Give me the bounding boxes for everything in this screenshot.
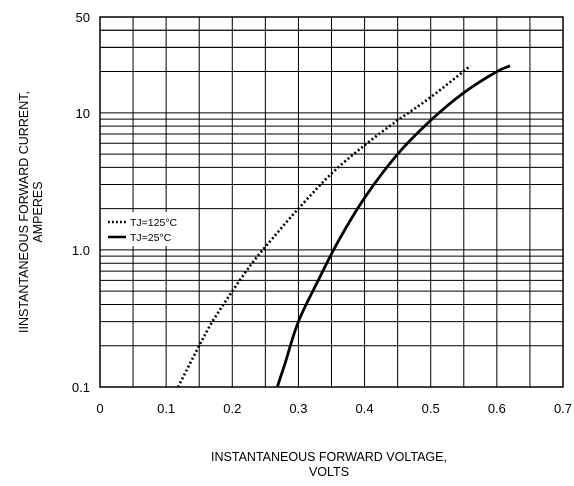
y-axis-title-line-1: IINSTANTANEOUS FORWARD CURRENT, [17,91,31,333]
x-axis-title-line-1: INSTANTANEOUS FORWARD VOLTAGE, [211,450,447,464]
series-line-tj25 [275,64,511,388]
y-axis-title: IINSTANTANEOUS FORWARD CURRENT, AMPERES [17,91,45,333]
y-tick-label: 50 [76,10,90,25]
x-tick-label: 0.4 [356,401,374,416]
y-tick-labels: 0.1 1.0 10 50 [72,10,90,395]
x-tick-label: 0.5 [422,401,440,416]
legend: TJ=125°C TJ=25°C [105,212,195,246]
x-tick-label: 0.6 [488,401,506,416]
y-tick-label: 0.1 [72,380,90,395]
plot-frame [99,16,564,388]
y-tick-label: 1.0 [72,243,90,258]
x-tick-label: 0.1 [157,401,175,416]
grid-lines [100,17,563,387]
series-line-tj125 [176,64,472,388]
legend-label-tj125: TJ=125°C [130,217,178,229]
x-tick-label: 0 [96,401,103,416]
y-axis-title-line-2: AMPERES [31,181,45,242]
x-axis-title: INSTANTANEOUS FORWARD VOLTAGE, VOLTS [211,450,447,479]
series-layer [176,64,511,388]
y-tick-label: 10 [76,106,90,121]
x-axis-title-line-2: VOLTS [309,465,349,479]
x-tick-labels: 0 0.1 0.2 0.3 0.4 0.5 0.6 0.7 [96,401,572,416]
x-tick-label: 0.2 [223,401,241,416]
x-tick-label: 0.3 [289,401,307,416]
legend-label-tj25: TJ=25°C [130,232,172,244]
legend-background [105,212,195,246]
x-tick-label: 0.7 [554,401,572,416]
